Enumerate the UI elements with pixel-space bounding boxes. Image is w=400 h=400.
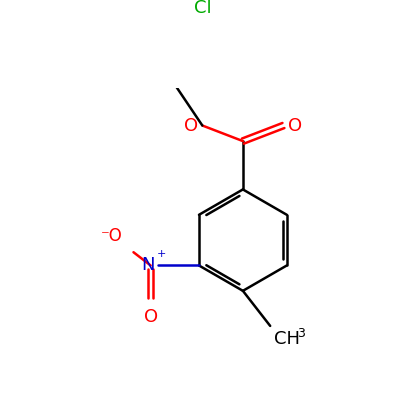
Text: O: O xyxy=(144,308,158,326)
Text: +: + xyxy=(157,249,166,259)
Text: O: O xyxy=(184,116,198,134)
Text: O: O xyxy=(288,116,302,134)
Text: ⁻O: ⁻O xyxy=(101,227,122,245)
Text: N: N xyxy=(141,256,154,274)
Text: CH: CH xyxy=(274,330,300,348)
Text: 3: 3 xyxy=(297,328,304,340)
Text: Cl: Cl xyxy=(194,0,211,17)
